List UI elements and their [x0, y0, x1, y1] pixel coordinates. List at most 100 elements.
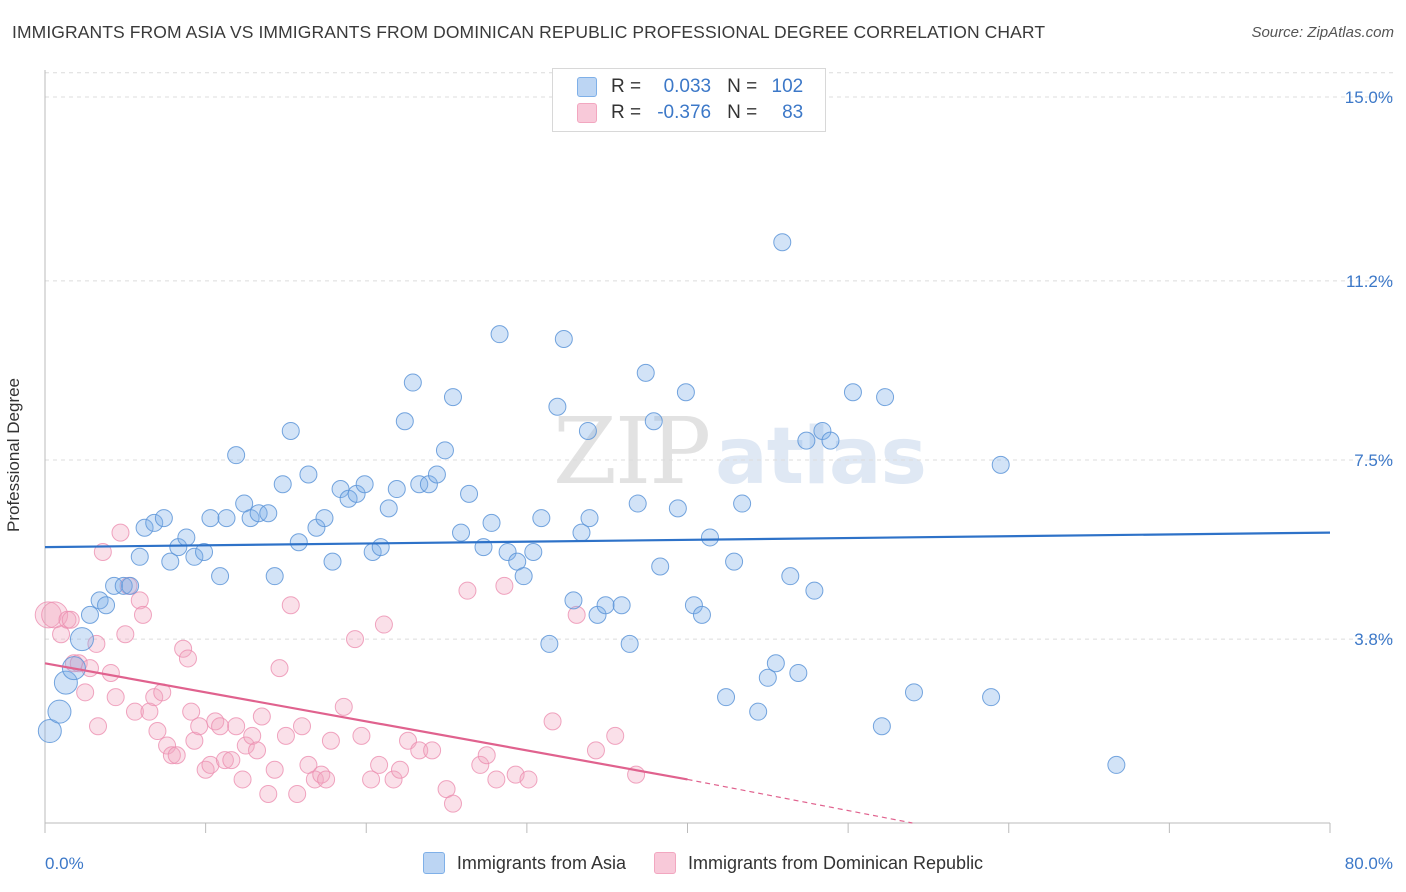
- data-point-dominican-republic: [41, 601, 69, 629]
- data-point-dominican-republic: [281, 596, 300, 615]
- axes: [44, 70, 1331, 833]
- data-point-asia: [773, 233, 792, 252]
- data-point-asia: [490, 325, 509, 344]
- data-point-dominican-republic: [352, 726, 371, 745]
- data-point-dominican-republic: [106, 688, 125, 707]
- data-point-asia: [387, 480, 406, 499]
- data-point-dominican-republic: [410, 741, 429, 760]
- data-point-asia: [805, 581, 824, 600]
- data-point-asia: [97, 596, 116, 615]
- legend-n-value: 102: [771, 76, 804, 97]
- data-point-asia: [578, 421, 597, 440]
- chart-title: IMMIGRANTS FROM ASIA VS IMMIGRANTS FROM …: [12, 22, 1046, 42]
- data-point-asia: [725, 552, 744, 571]
- legend-n-value: 83: [782, 102, 804, 123]
- data-point-asia: [273, 475, 292, 494]
- data-point-dominican-republic: [312, 765, 331, 784]
- data-point-dominican-republic: [130, 591, 149, 610]
- data-point-asia: [105, 576, 124, 595]
- data-point-asia: [498, 542, 517, 561]
- data-point-dominican-republic: [178, 649, 197, 668]
- data-point-dominican-republic: [182, 702, 201, 721]
- data-point-asia: [564, 591, 583, 610]
- data-point-dominican-republic: [133, 605, 152, 624]
- data-point-asia: [651, 557, 670, 576]
- data-point-asia: [201, 509, 220, 528]
- y-tick-label: 3.8%: [1354, 630, 1393, 649]
- data-point-dominican-republic: [93, 542, 112, 561]
- data-point-asia: [733, 494, 752, 513]
- data-point-asia: [982, 688, 1001, 707]
- watermark-atlas: atlas: [715, 412, 927, 502]
- data-point-asia: [323, 552, 342, 571]
- data-point-dominican-republic: [116, 625, 135, 644]
- data-point-asia: [758, 668, 777, 687]
- y-tick-label: 11.2%: [1346, 272, 1393, 291]
- trend-line-asia: [44, 531, 1331, 549]
- data-point-asia: [766, 654, 785, 673]
- data-point-asia: [121, 576, 140, 595]
- data-point-asia: [161, 552, 180, 571]
- data-point-dominican-republic: [211, 717, 230, 736]
- legend-row-asia: R = 0.033 N = 102: [577, 75, 803, 99]
- data-point-asia: [37, 719, 62, 744]
- data-point-dominican-republic: [201, 755, 220, 774]
- data-point-dominican-republic: [370, 755, 389, 774]
- legend-swatch-asia: [422, 852, 445, 874]
- data-point-dominican-republic: [374, 615, 393, 634]
- x-tick-label: 80.0%: [1345, 854, 1393, 873]
- data-point-asia: [299, 465, 318, 484]
- legend-swatch-dr: [577, 103, 597, 123]
- data-point-dominican-republic: [362, 770, 381, 789]
- data-point-dominican-republic: [196, 760, 215, 779]
- data-point-asia: [80, 605, 99, 624]
- legend-r-label: R =: [611, 76, 642, 97]
- data-point-dominican-republic: [167, 746, 186, 765]
- data-point-dominican-republic: [185, 731, 204, 750]
- data-point-dominican-republic: [443, 794, 462, 813]
- legend-item-dr: Immigrants from Dominican Republic: [653, 852, 983, 874]
- data-point-asia: [596, 596, 615, 615]
- data-point-asia: [612, 596, 631, 615]
- data-point-asia: [443, 388, 462, 407]
- data-point-asia: [668, 499, 687, 518]
- data-point-asia: [554, 330, 573, 348]
- data-point-asia: [379, 499, 398, 518]
- data-point-asia: [47, 699, 72, 724]
- data-point-asia: [872, 717, 891, 736]
- data-point-asia: [53, 670, 78, 695]
- data-point-asia: [781, 567, 800, 586]
- data-point-asia: [540, 634, 559, 653]
- data-point-asia: [676, 383, 695, 402]
- legend-r-label: R =: [611, 102, 642, 123]
- data-point-dominican-republic: [61, 610, 80, 629]
- data-point-dominican-republic: [346, 630, 365, 649]
- grid-lines: [45, 72, 1395, 640]
- legend-label-asia: Immigrants from Asia: [456, 852, 626, 873]
- data-point-dominican-republic: [390, 760, 409, 779]
- data-point-dominican-republic: [162, 746, 181, 765]
- data-point-asia: [315, 509, 334, 528]
- legend-r-value: 0.033: [663, 76, 712, 97]
- data-point-asia: [227, 446, 246, 465]
- data-point-dominican-republic: [334, 697, 353, 716]
- data-point-asia: [514, 567, 533, 586]
- data-point-asia: [114, 576, 133, 595]
- data-point-dominican-republic: [293, 717, 311, 736]
- data-point-asia: [620, 634, 639, 653]
- data-point-asia: [843, 383, 862, 402]
- data-point-asia: [628, 494, 647, 513]
- data-point-asia: [991, 455, 1010, 474]
- data-point-dominican-republic: [276, 726, 295, 745]
- data-point-asia: [821, 431, 840, 450]
- data-point-asia: [435, 441, 454, 460]
- data-point-dominican-republic: [543, 712, 562, 731]
- data-point-asia: [177, 528, 196, 547]
- data-point-asia: [876, 388, 895, 407]
- data-point-dominican-republic: [567, 605, 586, 624]
- data-point-dominican-republic: [487, 770, 506, 789]
- legend-item-asia: Immigrants from Asia: [422, 852, 626, 874]
- data-point-asia: [452, 523, 471, 542]
- source-credit: Source: ZipAtlas.com: [1251, 24, 1394, 41]
